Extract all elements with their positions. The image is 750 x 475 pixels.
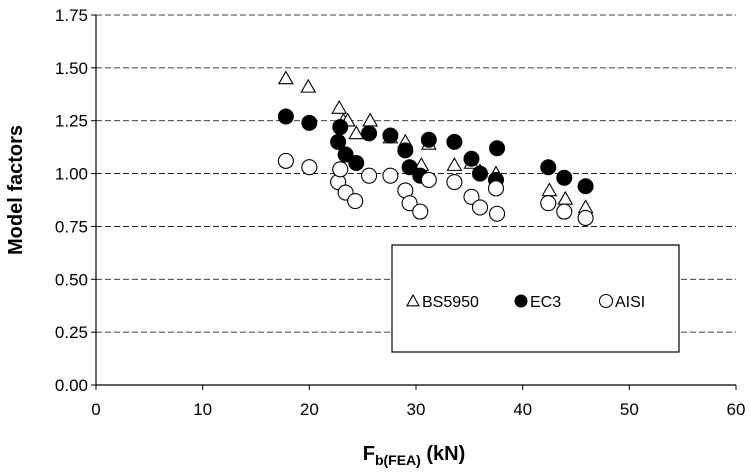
data-point-ec3 [277,108,294,125]
y-tick-label: 1.00 [55,165,88,184]
data-point-bs5950 [362,112,379,127]
data-point-ec3 [463,150,480,167]
data-point-bs5950 [446,157,463,171]
legend: BS5950 EC3 AISI [391,244,680,353]
data-point-ec3 [577,178,594,195]
data-point-aisi [420,171,437,188]
x-tick-label: 30 [407,400,426,419]
data-point-bs5950 [277,70,294,85]
x-tick-label: 10 [193,400,212,419]
data-point-ec3 [472,165,488,182]
data-point-ec3 [446,133,463,150]
x-axis-title-main: F [363,443,375,465]
data-point-bs5950 [331,99,348,114]
data-point-bs5950 [300,78,317,93]
data-point-aisi [487,180,505,197]
y-tick-label: 0.50 [55,270,88,289]
x-tick-label: 0 [91,400,100,419]
data-point-aisi [540,195,557,212]
data-point-ec3 [361,125,378,142]
y-tick-label: 1.25 [55,112,88,131]
legend-label-bs5950: BS5950 [422,294,479,311]
data-point-ec3 [401,159,418,176]
data-point-aisi [332,161,349,178]
data-point-aisi [301,159,318,176]
legend-marker-ec3 [514,294,528,308]
data-point-aisi [382,167,399,184]
data-point-ec3 [540,159,557,176]
data-points [277,70,594,227]
data-point-ec3 [301,114,318,131]
x-axis-title-sub: b(FEA) [375,452,421,468]
x-tick-label: 40 [513,400,532,419]
data-point-ec3 [397,142,414,159]
data-point-aisi [463,188,480,205]
legend-label-aisi: AISI [615,294,645,311]
data-point-bs5950 [557,190,574,205]
y-tick-label: 0.25 [55,323,88,342]
data-point-aisi [489,205,506,222]
data-point-aisi [277,152,294,169]
data-point-aisi [471,199,489,216]
data-point-ec3 [348,155,365,171]
x-tick-label: 50 [620,400,639,419]
data-point-ec3 [489,140,506,157]
data-point-aisi [412,203,429,220]
legend-box [391,244,680,353]
x-tick-label: 20 [300,400,319,419]
data-point-ec3 [332,119,349,136]
data-point-bs5950 [348,125,365,140]
x-axis-title-unit: (kN) [421,443,465,465]
y-tick-label: 0.00 [55,376,88,395]
data-point-aisi [347,193,364,210]
data-point-aisi [361,167,378,184]
legend-marker-bs5950 [406,293,420,307]
data-point-aisi [401,195,418,212]
data-point-ec3 [556,169,573,186]
x-axis-title: Fb(FEA) (kN) [363,443,466,468]
y-axis-title: Model factors [5,125,27,255]
legend-marker-aisi [598,293,614,309]
data-point-aisi [577,209,594,227]
y-tick-label: 0.75 [55,217,88,236]
data-point-aisi [446,173,463,191]
data-point-ec3 [382,127,399,144]
data-point-ec3 [420,131,437,148]
data-point-aisi [556,203,573,220]
tick-labels: 0.00 0.25 0.50 0.75 1.00 1.25 1.50 1.75 0 10 20 30 4… [55,6,746,419]
data-point-ec3 [337,146,354,163]
legend-label-ec3: EC3 [530,294,561,311]
axes [91,14,737,390]
x-tick-label: 60 [727,400,746,419]
data-point-bs5950 [541,182,558,197]
y-tick-label: 1.75 [55,6,88,25]
y-tick-label: 1.50 [55,59,88,78]
